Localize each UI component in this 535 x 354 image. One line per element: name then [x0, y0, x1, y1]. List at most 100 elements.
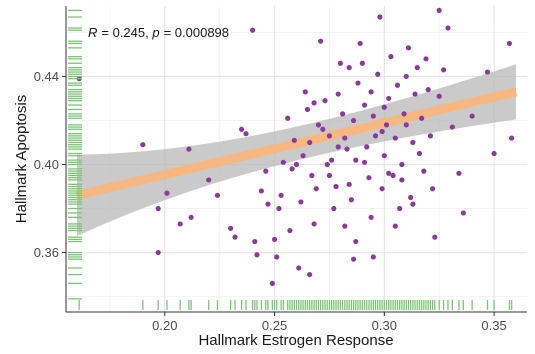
data-point: [416, 150, 423, 157]
data-point: [293, 161, 300, 168]
data-point: [228, 225, 234, 231]
y-tick-label: 0.36: [34, 245, 59, 260]
data-point: [249, 27, 256, 33]
data-point: [298, 199, 304, 205]
data-point: [322, 98, 328, 104]
data-point: [388, 54, 394, 60]
data-point: [399, 177, 405, 183]
data-point: [300, 153, 306, 159]
confidence-band-area: [76, 64, 517, 237]
data-point: [405, 45, 412, 51]
data-point: [410, 139, 416, 146]
data-point: [386, 95, 392, 102]
y-axis-title: Hallmark Apoptosis: [13, 95, 30, 223]
data-point: [359, 60, 365, 66]
data-point: [335, 144, 341, 150]
marginal-rugs: [68, 9, 513, 310]
data-point: [350, 117, 357, 124]
data-point: [506, 40, 513, 47]
data-point: [445, 25, 451, 31]
data-point: [276, 205, 282, 212]
data-point: [432, 234, 438, 240]
data-point: [484, 69, 491, 75]
data-point: [318, 38, 324, 44]
data-point: [392, 223, 398, 229]
data-point: [214, 192, 221, 198]
data-point: [271, 236, 278, 242]
data-point: [278, 192, 284, 198]
regression-line: [75, 87, 518, 200]
data-point: [364, 144, 370, 150]
data-point: [285, 115, 291, 121]
data-point: [243, 131, 249, 137]
data-point: [340, 111, 346, 117]
data-point: [383, 122, 390, 128]
x-axis-title: Hallmark Estrogen Response: [198, 332, 393, 349]
data-point: [140, 142, 146, 148]
data-point: [326, 133, 333, 139]
data-point: [361, 102, 368, 108]
data-point: [296, 265, 302, 271]
data-point: [307, 139, 313, 146]
data-point: [412, 91, 418, 97]
data-point: [403, 122, 409, 128]
data-point: [394, 82, 401, 88]
data-point: [287, 227, 293, 234]
data-point: [368, 214, 374, 220]
data-point: [449, 124, 455, 130]
r-value: = 0.245,: [101, 25, 152, 40]
data-point: [186, 146, 192, 152]
data-point: [239, 126, 245, 132]
data-point: [265, 201, 271, 207]
data-point: [342, 223, 348, 229]
data-point: [315, 122, 322, 128]
data-point: [348, 197, 354, 203]
data-point: [164, 190, 170, 196]
data-point: [232, 234, 238, 240]
data-point: [346, 65, 352, 71]
p-label: p: [151, 25, 159, 40]
axes: 0.20 0.25 0.30 0.35 0.36 0.40 0.44: [34, 6, 527, 333]
x-tick-label: 0.35: [481, 318, 506, 333]
data-point: [188, 214, 194, 220]
data-point: [206, 177, 212, 183]
data-point: [410, 201, 416, 207]
data-point: [177, 221, 183, 227]
data-point: [370, 113, 376, 119]
data-point: [324, 161, 330, 168]
data-point: [155, 249, 161, 256]
data-point: [370, 254, 376, 260]
data-point: [307, 271, 313, 278]
data-point: [460, 210, 466, 216]
data-point: [381, 153, 387, 159]
data-point: [361, 159, 368, 165]
data-point: [440, 67, 447, 73]
data-point: [344, 146, 350, 152]
data-point: [333, 183, 339, 190]
data-point: [491, 150, 497, 157]
data-point: [456, 170, 462, 176]
correlation-annotation: R = 0.245, p = 0.000898: [88, 25, 229, 40]
data-point: [311, 100, 317, 106]
data-point: [469, 113, 475, 119]
data-point: [258, 188, 264, 194]
data-point: [419, 115, 425, 121]
data-point: [263, 168, 269, 174]
data-point: [509, 135, 515, 141]
data-point: [254, 252, 260, 258]
data-point: [375, 71, 381, 77]
data-point: [421, 168, 427, 174]
x-tick-label: 0.30: [372, 318, 397, 333]
data-point: [350, 256, 357, 262]
data-point: [289, 166, 295, 172]
data-point: [436, 7, 442, 14]
data-point: [274, 254, 280, 260]
y-tick-label: 0.44: [34, 69, 59, 84]
data-point: [368, 89, 374, 95]
data-point: [304, 106, 311, 113]
data-point: [353, 238, 359, 245]
data-point: [386, 170, 392, 176]
data-points: [76, 7, 515, 286]
data-point: [269, 280, 275, 286]
